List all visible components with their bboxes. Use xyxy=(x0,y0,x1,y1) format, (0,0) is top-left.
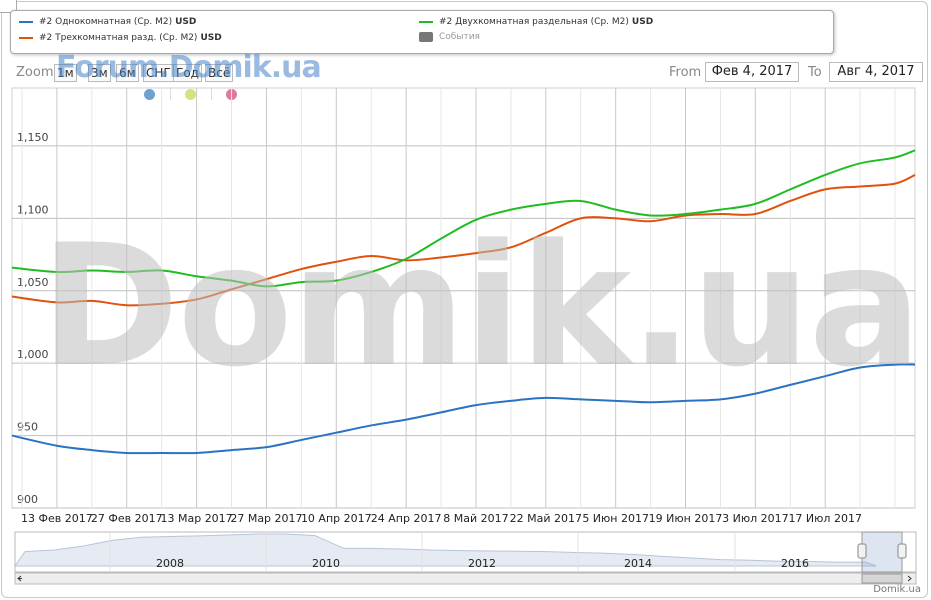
x-tick-label: 13 Мар 2017 xyxy=(160,512,232,525)
to-label: To xyxy=(808,65,822,80)
forum-watermark: Forum.Domik.ua xyxy=(56,50,322,85)
legend-swatch xyxy=(419,32,433,42)
x-tick-label: 10 Апр 2017 xyxy=(301,512,372,525)
event-dot[interactable] xyxy=(144,89,155,100)
zoom-button-year[interactable]: Год xyxy=(173,64,202,82)
navigator-handle-right[interactable] xyxy=(897,543,907,559)
series-line-3[interactable] xyxy=(11,149,916,288)
legend-item-three-room[interactable]: #2 Трехкомнатная разд. (Ср. М2) USD xyxy=(19,33,222,43)
legend-swatch xyxy=(19,21,33,23)
scrollbar-thumb[interactable] xyxy=(861,573,903,584)
event-dot[interactable] xyxy=(185,89,196,100)
legend-swatch xyxy=(419,21,433,23)
legend-unit: USD xyxy=(631,17,654,27)
divider xyxy=(170,88,171,100)
y-tick-label: 1,050 xyxy=(17,276,49,289)
y-tick-label: 950 xyxy=(17,421,38,434)
x-tick-label: 22 Май 2017 xyxy=(510,512,582,525)
navigator-year-label: 2016 xyxy=(781,557,809,570)
navigator-selection[interactable] xyxy=(861,531,903,573)
legend-item-events[interactable]: События xyxy=(419,32,480,42)
to-date-input[interactable]: Авг 4, 2017 xyxy=(829,62,923,82)
x-tick-label: 27 Фев 2017 xyxy=(91,512,163,525)
legend-unit: USD xyxy=(200,33,222,43)
zoom-button-3m[interactable]: 3м xyxy=(88,64,111,82)
navigator-handle-left[interactable] xyxy=(857,543,867,559)
x-tick-label: 17 Июл 2017 xyxy=(788,512,862,525)
x-tick-label: 5 Июн 2017 xyxy=(582,512,649,525)
series-line-1[interactable] xyxy=(11,363,916,455)
x-tick-label: 13 Фев 2017 xyxy=(21,512,93,525)
x-tick-label: 8 Май 2017 xyxy=(443,512,508,525)
legend-item-one-room[interactable]: #2 Однокомнатная (Ср. М2) USD xyxy=(19,17,196,27)
from-label: From xyxy=(669,65,702,80)
zoom-button-all[interactable]: Всё xyxy=(205,64,234,82)
legend-label: #2 Двухкомнатная раздельная (Ср. М2) xyxy=(439,17,629,27)
navigator-area xyxy=(14,533,877,567)
navigator-year-label: 2012 xyxy=(468,557,496,570)
legend-unit: USD xyxy=(175,17,197,27)
legend: #2 Однокомнатная (Ср. М2) USD #2 Трехком… xyxy=(10,10,834,54)
zoom-button-6m[interactable]: 6м xyxy=(116,64,139,82)
scrollbar-track[interactable] xyxy=(14,572,917,585)
y-tick-label: 1,150 xyxy=(17,131,49,144)
zoom-button-1m[interactable]: 1м xyxy=(54,64,77,82)
navigator-year-label: 2014 xyxy=(624,557,652,570)
domik-watermark: Domik.ua xyxy=(40,208,922,404)
y-tick-label: 900 xyxy=(17,493,38,506)
credit-link[interactable]: Domik.ua xyxy=(873,584,921,595)
x-tick-label: 19 Июн 2017 xyxy=(649,512,723,525)
divider xyxy=(211,88,212,100)
legend-label: #2 Однокомнатная (Ср. М2) xyxy=(39,17,173,27)
y-tick-label: 1,000 xyxy=(17,348,49,361)
series-line-2[interactable] xyxy=(11,173,916,307)
legend-label: #2 Трехкомнатная разд. (Ср. М2) xyxy=(39,33,198,43)
navigator-year-label: 2008 xyxy=(156,557,184,570)
y-tick-label: 1,100 xyxy=(17,203,49,216)
zoom-label: Zoom xyxy=(16,65,54,80)
scroll-right-icon[interactable] xyxy=(907,575,912,582)
x-tick-label: 27 Мар 2017 xyxy=(230,512,302,525)
x-tick-label: 24 Апр 2017 xyxy=(371,512,442,525)
from-date-input[interactable]: Фев 4, 2017 xyxy=(705,62,799,82)
legend-swatch xyxy=(19,37,33,39)
x-tick-label: 3 Июл 2017 xyxy=(722,512,789,525)
navigator-year-label: 2010 xyxy=(312,557,340,570)
scroll-left-icon[interactable] xyxy=(17,575,22,582)
menu-tab[interactable] xyxy=(0,0,17,13)
legend-item-two-room[interactable]: #2 Двухкомнатная раздельная (Ср. М2) USD xyxy=(419,17,653,27)
legend-label: События xyxy=(439,32,480,42)
